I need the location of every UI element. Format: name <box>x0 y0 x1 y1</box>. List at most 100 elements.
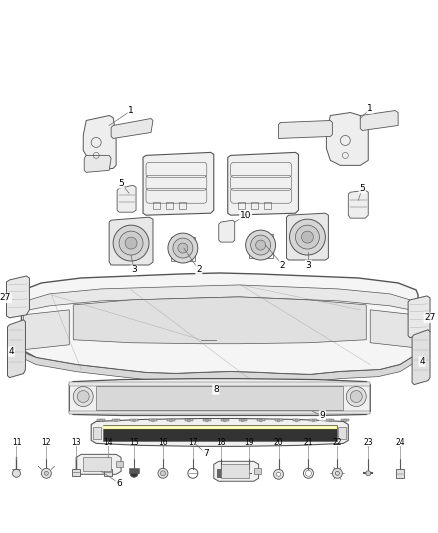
Circle shape <box>77 391 89 402</box>
Circle shape <box>133 419 135 422</box>
Bar <box>221 464 249 478</box>
Circle shape <box>158 469 168 478</box>
Circle shape <box>12 469 21 477</box>
Text: 11: 11 <box>12 438 21 447</box>
Text: 5: 5 <box>360 184 365 193</box>
Polygon shape <box>143 152 214 215</box>
Bar <box>103 425 337 441</box>
Circle shape <box>125 237 137 249</box>
Polygon shape <box>228 152 298 215</box>
Polygon shape <box>326 419 334 422</box>
Circle shape <box>301 231 314 243</box>
Circle shape <box>178 243 188 253</box>
Polygon shape <box>116 462 123 467</box>
Bar <box>96 385 343 409</box>
Polygon shape <box>293 419 300 422</box>
Polygon shape <box>309 419 318 422</box>
Circle shape <box>119 231 143 255</box>
Text: 3: 3 <box>306 261 311 270</box>
Polygon shape <box>348 190 368 218</box>
Polygon shape <box>76 454 121 474</box>
Circle shape <box>295 419 298 422</box>
Bar <box>83 457 111 471</box>
Text: 12: 12 <box>42 438 51 447</box>
Text: 5: 5 <box>118 179 124 188</box>
Bar <box>264 202 271 209</box>
Circle shape <box>312 419 315 422</box>
Text: 24: 24 <box>396 438 405 447</box>
Circle shape <box>366 471 371 476</box>
Text: 27: 27 <box>0 293 11 302</box>
Polygon shape <box>185 419 193 422</box>
Circle shape <box>276 472 281 477</box>
Circle shape <box>41 469 51 478</box>
Bar <box>69 410 370 415</box>
Text: 2: 2 <box>196 265 201 274</box>
Text: 6: 6 <box>116 479 122 488</box>
Text: 17: 17 <box>188 438 198 447</box>
Polygon shape <box>21 273 418 375</box>
Polygon shape <box>69 378 370 416</box>
Circle shape <box>223 419 226 422</box>
Text: 3: 3 <box>131 265 137 274</box>
Circle shape <box>170 419 173 422</box>
Circle shape <box>277 419 280 422</box>
Circle shape <box>130 469 138 477</box>
Bar <box>338 427 346 439</box>
Circle shape <box>346 386 366 407</box>
Circle shape <box>205 419 208 422</box>
Circle shape <box>256 240 265 250</box>
Circle shape <box>332 469 343 478</box>
Text: 13: 13 <box>71 438 81 447</box>
Bar <box>249 234 272 258</box>
Circle shape <box>329 419 332 422</box>
Text: 22: 22 <box>332 438 342 447</box>
Polygon shape <box>83 116 116 171</box>
Polygon shape <box>29 285 410 310</box>
Polygon shape <box>24 310 69 350</box>
Text: 2: 2 <box>280 261 285 270</box>
Polygon shape <box>73 297 366 344</box>
Polygon shape <box>21 352 416 382</box>
Bar <box>396 469 404 478</box>
Polygon shape <box>360 110 398 131</box>
Text: 16: 16 <box>158 438 168 447</box>
Polygon shape <box>370 310 415 348</box>
Text: 23: 23 <box>364 438 373 447</box>
Circle shape <box>187 419 191 422</box>
Polygon shape <box>84 156 111 172</box>
Text: 21: 21 <box>304 438 313 447</box>
Circle shape <box>350 391 362 402</box>
Bar <box>103 426 337 430</box>
Text: 8: 8 <box>213 385 219 394</box>
Polygon shape <box>109 217 153 265</box>
Polygon shape <box>203 419 211 422</box>
Polygon shape <box>219 220 235 242</box>
Polygon shape <box>112 419 120 422</box>
Polygon shape <box>149 419 157 422</box>
Bar <box>171 237 195 261</box>
Polygon shape <box>91 418 348 446</box>
Circle shape <box>296 225 319 249</box>
Circle shape <box>44 471 48 475</box>
Circle shape <box>152 419 155 422</box>
Polygon shape <box>167 419 175 422</box>
Circle shape <box>168 233 198 263</box>
Polygon shape <box>326 112 368 165</box>
Polygon shape <box>214 462 258 481</box>
Circle shape <box>246 230 276 260</box>
Circle shape <box>241 419 244 422</box>
Bar <box>69 382 370 385</box>
Polygon shape <box>7 276 29 318</box>
Bar <box>153 202 160 209</box>
Polygon shape <box>97 419 105 422</box>
Bar <box>104 469 112 477</box>
Bar <box>179 202 186 209</box>
Text: 9: 9 <box>320 411 325 420</box>
Circle shape <box>113 225 149 261</box>
Polygon shape <box>408 296 430 338</box>
Circle shape <box>173 238 193 258</box>
Text: 1: 1 <box>128 106 134 115</box>
Text: 20: 20 <box>274 438 283 447</box>
Bar <box>238 202 245 209</box>
